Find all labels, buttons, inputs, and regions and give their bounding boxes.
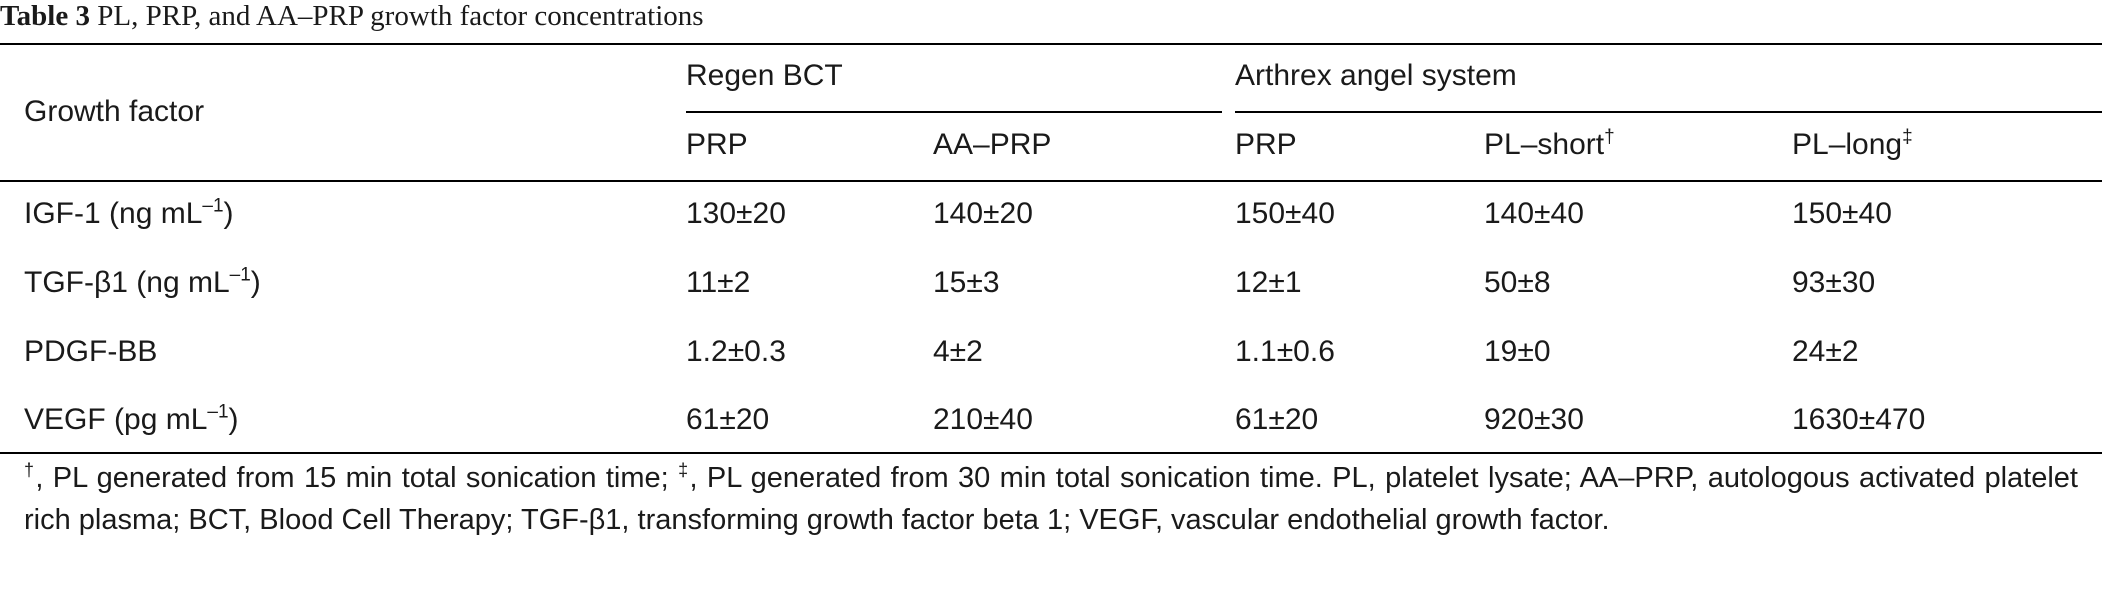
row-unit-close: )	[228, 403, 239, 436]
table-cell: 11±2	[686, 266, 751, 299]
table-cell: 1.1±0.6	[1235, 335, 1335, 368]
row-header-label: Growth factor	[24, 95, 205, 128]
column-label: AA–PRP	[933, 128, 1052, 161]
bottom-rule	[0, 452, 2102, 454]
footnote-text-1: , PL generated from 15 min total sonicat…	[35, 462, 679, 494]
row-name: PDGF-BB	[24, 335, 158, 368]
dagger-mark: †	[24, 460, 36, 481]
column-label: PL–short	[1484, 128, 1605, 161]
table-footnote: †, PL generated from 15 min total sonica…	[24, 458, 2078, 541]
group-header-arthrex-angel: Arthrex angel system	[1235, 59, 1517, 92]
top-rule	[0, 43, 2102, 45]
column-header: PL–long‡	[1792, 128, 1913, 162]
footnote-text-2: , PL generated from 30 min total sonicat…	[24, 462, 2078, 536]
table-title: PL, PRP, and AA–PRP growth factor concen…	[97, 0, 704, 32]
column-label: PL–long	[1792, 128, 1903, 161]
row-label: VEGF (pg mL–1)	[24, 403, 239, 437]
table-cell: 140±40	[1484, 197, 1584, 230]
row-label: PDGF-BB	[24, 335, 157, 369]
row-unit-exponent: –1	[202, 195, 224, 217]
column-footnote-mark: †	[1604, 126, 1615, 148]
column-header: AA–PRP	[933, 128, 1051, 162]
table-caption: Table 3 PL, PRP, and AA–PRP growth facto…	[0, 0, 704, 32]
double-dagger-mark: ‡	[678, 460, 690, 481]
header-bottom-rule	[0, 180, 2102, 182]
row-unit-close: )	[250, 266, 261, 299]
row-name: VEGF	[24, 403, 106, 436]
table-cell: 15±3	[933, 266, 1000, 299]
table-cell: 1.2±0.3	[686, 335, 786, 368]
table-cell: 4±2	[933, 335, 983, 368]
table-cell: 1630±470	[1792, 403, 1926, 436]
row-unit: (ng mL	[136, 266, 230, 299]
row-unit-close: )	[223, 197, 234, 230]
group-rule-arthrex-angel	[1235, 111, 2102, 113]
table-cell: 210±40	[933, 403, 1033, 436]
column-footnote-mark: ‡	[1902, 126, 1913, 148]
table-cell: 19±0	[1484, 335, 1551, 368]
column-header: PRP	[686, 128, 748, 162]
table-cell: 50±8	[1484, 266, 1551, 299]
table-cell: 920±30	[1484, 403, 1584, 436]
row-name: TGF-β1	[24, 266, 128, 299]
table-cell: 140±20	[933, 197, 1033, 230]
group-header-regen-bct: Regen BCT	[686, 59, 843, 92]
column-label: PRP	[1235, 128, 1297, 161]
group-rule-regen-bct	[686, 111, 1222, 113]
row-unit-exponent: –1	[229, 264, 251, 286]
table-cell: 12±1	[1235, 266, 1302, 299]
column-label: PRP	[686, 128, 748, 161]
table-cell: 61±20	[686, 403, 770, 436]
column-header: PL–short†	[1484, 128, 1615, 162]
row-label: IGF-1 (ng mL–1)	[24, 197, 234, 231]
table-cell: 61±20	[1235, 403, 1319, 436]
row-label: TGF-β1 (ng mL–1)	[24, 266, 261, 300]
table-cell: 24±2	[1792, 335, 1859, 368]
table-cell: 93±30	[1792, 266, 1876, 299]
column-header: PRP	[1235, 128, 1297, 162]
table-cell: 150±40	[1235, 197, 1335, 230]
row-unit: (pg mL	[114, 403, 208, 436]
row-unit: (ng mL	[109, 197, 203, 230]
table-cell: 130±20	[686, 197, 786, 230]
row-name: IGF-1	[24, 197, 101, 230]
row-unit-exponent: –1	[207, 401, 229, 423]
table-number: Table 3	[0, 0, 90, 32]
table-cell: 150±40	[1792, 197, 1892, 230]
